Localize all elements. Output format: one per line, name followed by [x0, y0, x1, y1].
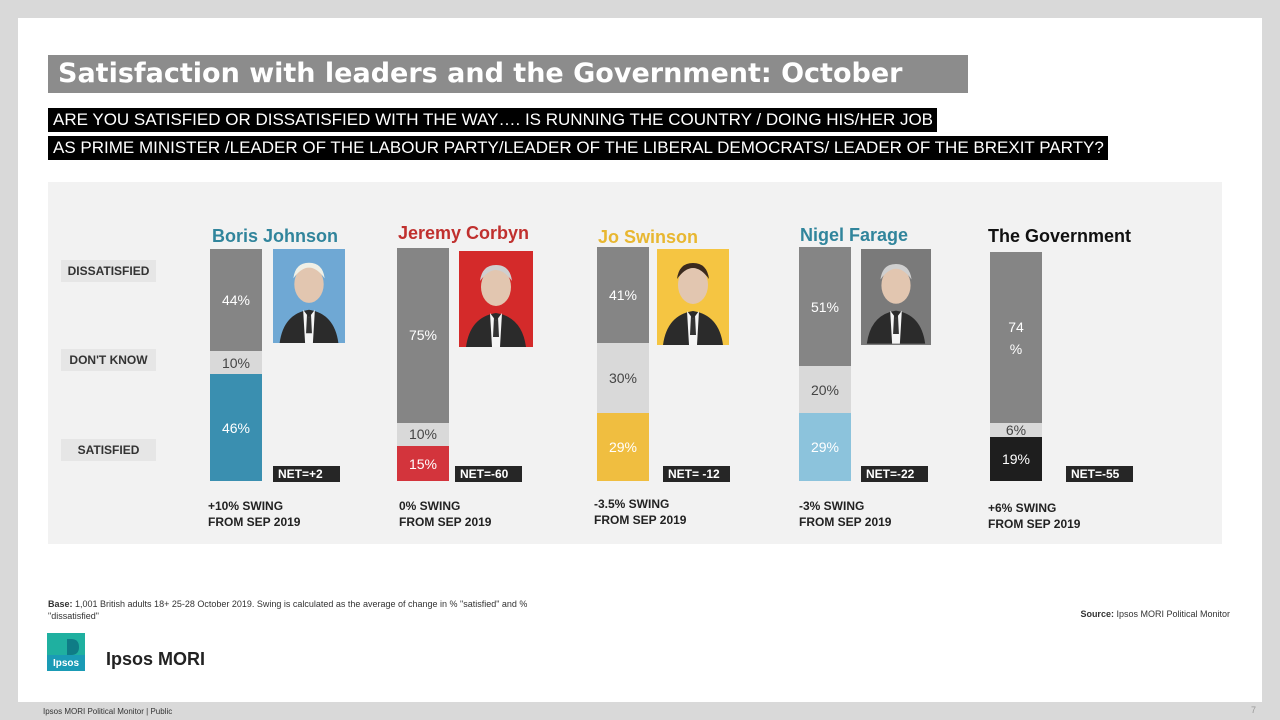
bar-dissatisfied: 41%	[597, 247, 649, 343]
bar-satisfied: 46%	[210, 374, 262, 481]
swing-period: FROM SEP 2019	[988, 517, 1081, 531]
source-text: Ipsos MORI Political Monitor	[1113, 609, 1230, 619]
bar-value-label: 15%	[408, 455, 438, 472]
base-label: Base:	[48, 599, 73, 609]
bar-dont-know: 10%	[397, 422, 449, 447]
net-score-label: NET=+2	[273, 466, 340, 482]
bar-value-label: 6%	[1005, 422, 1027, 439]
bar-dissatisfied: 44%	[210, 249, 262, 352]
bar-value-label: 19%	[1001, 451, 1031, 468]
bar-dissatisfied: 75%	[397, 248, 449, 423]
bar-value-label: 51%	[810, 298, 840, 315]
swing-note: +10% SWING FROM SEP 2019	[208, 498, 300, 530]
swing-note: +6% SWING FROM SEP 2019	[988, 500, 1080, 532]
swing-period: FROM SEP 2019	[799, 515, 892, 529]
bar-value-label: 29%	[608, 439, 638, 456]
page-title: Satisfaction with leaders and the Govern…	[48, 55, 968, 127]
brand-name: Ipsos MORI	[106, 649, 206, 669]
bar-dont-know: 30%	[597, 342, 649, 414]
base-text: 1,001 British adults 18+ 25-28 October 2…	[48, 599, 528, 621]
bar-dont-know: 6%	[990, 422, 1042, 438]
category-label-dissatisfied: DISSATISFIED	[61, 260, 156, 282]
category-label-satisfied: SATISFIED	[61, 439, 156, 461]
bar-satisfied: 29%	[597, 413, 649, 481]
footer-text: Ipsos MORI Political Monitor | Public	[43, 707, 173, 716]
net-score-label: NET=-55	[1066, 466, 1133, 482]
bar-satisfied: 19%	[990, 437, 1042, 481]
swing-note: -3.5% SWING FROM SEP 2019	[594, 496, 686, 528]
leader-name: Boris Johnson	[212, 226, 339, 246]
leader-photo	[273, 249, 345, 343]
source-label: Source:	[1080, 609, 1114, 619]
category-label-dont-know: DON'T KNOW	[61, 349, 156, 371]
leader-name: The Government	[988, 226, 1132, 246]
swing-value: -3.5% SWING	[594, 497, 670, 511]
bar-satisfied: 29%	[799, 413, 851, 481]
bar-dont-know: 20%	[799, 366, 851, 414]
swing-period: FROM SEP 2019	[399, 515, 492, 529]
swing-value: +10% SWING	[208, 499, 284, 513]
leader-photo	[861, 249, 931, 345]
swing-value: -3% SWING	[799, 499, 865, 513]
bar-value-label: 30%	[608, 370, 638, 387]
bar-value-label: 46%	[221, 419, 251, 436]
swing-value: +6% SWING	[988, 501, 1057, 515]
leader-name: Nigel Farage	[800, 225, 909, 245]
leader-name: Jeremy Corbyn	[398, 223, 530, 243]
source-note: Source: Ipsos MORI Political Monitor	[1080, 609, 1230, 619]
bar-value-label: 44%	[221, 292, 251, 309]
bar-value-label: 29%	[810, 439, 840, 456]
ipsos-logo: Ipsos	[47, 633, 85, 671]
swing-period: FROM SEP 2019	[594, 513, 687, 527]
bar-satisfied: 15%	[397, 446, 449, 481]
question-line-1: ARE YOU SATISFIED OR DISSATISFIED WITH T…	[48, 108, 938, 132]
net-score-label: NET=-22	[861, 466, 928, 482]
base-note: Base: 1,001 British adults 18+ 25-28 Oct…	[48, 598, 558, 622]
bar-value-label: 75%	[408, 327, 438, 344]
slide: Satisfaction with leaders and the Govern…	[18, 18, 1262, 716]
bar-value-label: 74 %	[1008, 318, 1024, 357]
page-number: 7	[1250, 705, 1256, 715]
question-line-2: AS PRIME MINISTER /LEADER OF THE LABOUR …	[48, 136, 1108, 160]
leader-photo	[459, 251, 533, 347]
net-score-label: NET= -12	[663, 466, 730, 482]
leader-photo	[657, 249, 729, 345]
swing-value: 0% SWING	[399, 499, 461, 513]
bar-dissatisfied: 74 %	[990, 252, 1042, 424]
bar-value-label: 10%	[408, 426, 438, 443]
bar-value-label: 20%	[810, 381, 840, 398]
bar-dont-know: 10%	[210, 351, 262, 375]
bar-value-label: 41%	[608, 286, 638, 303]
net-score-label: NET=-60	[455, 466, 522, 482]
logo-text: Ipsos	[53, 658, 80, 669]
swing-note: 0% SWING FROM SEP 2019	[399, 498, 491, 530]
bar-dissatisfied: 51%	[799, 247, 851, 367]
bar-value-label: 10%	[221, 354, 251, 371]
swing-period: FROM SEP 2019	[208, 515, 301, 529]
leader-name: Jo Swinson	[598, 227, 699, 247]
swing-note: -3% SWING FROM SEP 2019	[799, 498, 891, 530]
